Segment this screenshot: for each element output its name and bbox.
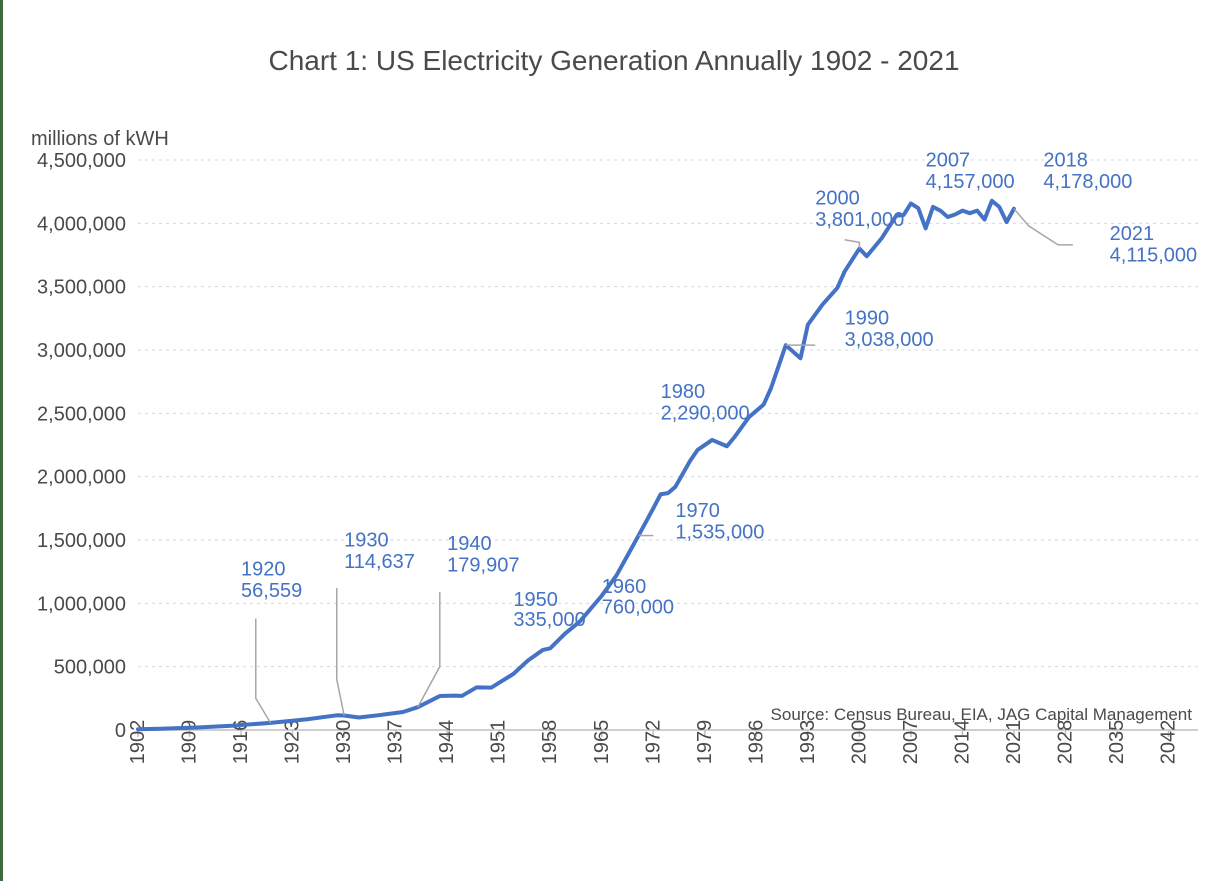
callout-leader bbox=[1014, 209, 1073, 245]
x-tick-label: 1944 bbox=[436, 720, 458, 765]
line-chart-svg: Chart 1: US Electricity Generation Annua… bbox=[3, 0, 1222, 881]
callout-value: 179,907 bbox=[447, 555, 519, 577]
callout-year: 1960 bbox=[602, 576, 647, 598]
x-tick-label: 1930 bbox=[333, 720, 355, 765]
callout-year: 1970 bbox=[675, 500, 720, 522]
chart-title: Chart 1: US Electricity Generation Annua… bbox=[268, 45, 959, 76]
x-tick-label: 2028 bbox=[1055, 720, 1077, 765]
callout-year: 1930 bbox=[344, 529, 389, 551]
y-tick-label: 1,000,000 bbox=[37, 593, 126, 615]
x-tick-label: 1965 bbox=[591, 720, 613, 765]
x-tick-label: 1951 bbox=[488, 720, 510, 765]
callout-value: 4,115,000 bbox=[1110, 244, 1198, 266]
callout-leader bbox=[418, 592, 440, 707]
x-tick-label: 1979 bbox=[694, 720, 716, 765]
data-line bbox=[138, 201, 1014, 729]
callout-value: 3,801,000 bbox=[815, 209, 904, 231]
x-tick-label: 2007 bbox=[900, 720, 922, 765]
y-tick-label: 3,000,000 bbox=[37, 340, 126, 362]
callout-value: 56,559 bbox=[241, 580, 302, 602]
callout-year: 1950 bbox=[513, 589, 558, 611]
callout-value: 114,637 bbox=[344, 551, 415, 573]
callout-value: 2,290,000 bbox=[661, 403, 750, 425]
callout-year: 2000 bbox=[815, 187, 860, 209]
callout-year: 1920 bbox=[241, 558, 285, 580]
chart-container: Chart 1: US Electricity Generation Annua… bbox=[0, 0, 1222, 881]
y-tick-label: 2,000,000 bbox=[37, 467, 126, 489]
x-tick-label: 1958 bbox=[539, 720, 561, 765]
x-tick-label: 2014 bbox=[951, 720, 973, 765]
y-tick-label: 0 bbox=[115, 720, 126, 742]
x-tick-label: 1902 bbox=[127, 720, 149, 765]
callout-value: 335,000 bbox=[513, 609, 585, 631]
x-tick-label: 2000 bbox=[848, 720, 870, 765]
x-tick-label: 1972 bbox=[642, 720, 664, 765]
x-tick-label: 2021 bbox=[1003, 720, 1025, 765]
x-tick-label: 2035 bbox=[1106, 720, 1128, 765]
callout-year: 1990 bbox=[845, 308, 890, 330]
callout-year: 2021 bbox=[1110, 223, 1155, 245]
y-tick-label: 4,000,000 bbox=[37, 213, 126, 235]
y-tick-label: 2,500,000 bbox=[37, 403, 126, 425]
y-tick-label: 4,500,000 bbox=[37, 150, 126, 172]
x-tick-label: 1986 bbox=[745, 720, 767, 765]
y-tick-label: 500,000 bbox=[54, 657, 126, 679]
callout-leader bbox=[256, 619, 271, 723]
callout-value: 4,157,000 bbox=[926, 171, 1015, 193]
callout-year: 2018 bbox=[1043, 149, 1088, 171]
callout-value: 4,178,000 bbox=[1043, 171, 1132, 193]
y-tick-label: 3,500,000 bbox=[37, 277, 126, 299]
x-tick-label: 1937 bbox=[385, 720, 407, 765]
source-text: Source: Census Bureau, EIA, JAG Capital … bbox=[771, 705, 1193, 724]
x-tick-label: 2042 bbox=[1158, 720, 1180, 765]
x-tick-label: 1923 bbox=[282, 720, 304, 765]
callout-value: 3,038,000 bbox=[845, 329, 934, 351]
x-tick-label: 1993 bbox=[797, 720, 819, 765]
callout-year: 1980 bbox=[661, 381, 706, 403]
y-axis-label: millions of kWH bbox=[31, 128, 169, 150]
callout-leader bbox=[845, 240, 860, 249]
callout-leader bbox=[337, 588, 344, 715]
y-tick-label: 1,500,000 bbox=[37, 530, 126, 552]
callout-year: 2007 bbox=[926, 149, 971, 171]
callout-year: 1940 bbox=[447, 533, 492, 555]
callout-value: 760,000 bbox=[602, 596, 674, 618]
callout-value: 1,535,000 bbox=[675, 522, 764, 544]
